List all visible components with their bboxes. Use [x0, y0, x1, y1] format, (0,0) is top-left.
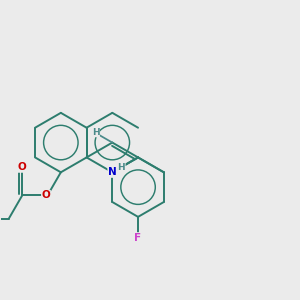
Text: H: H: [92, 128, 99, 137]
Text: O: O: [42, 190, 50, 200]
Text: F: F: [134, 233, 142, 243]
Text: H: H: [118, 163, 125, 172]
Text: O: O: [18, 162, 27, 172]
Text: N: N: [108, 167, 117, 177]
